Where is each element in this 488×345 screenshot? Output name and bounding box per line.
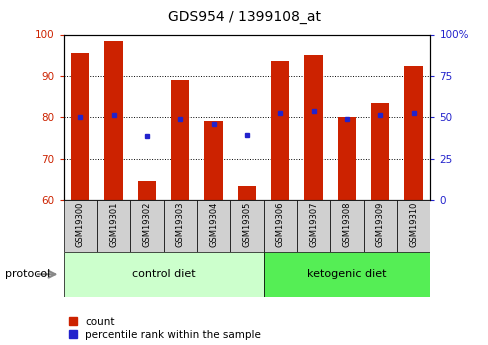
Bar: [237, 186, 256, 200]
Bar: [263, 200, 296, 252]
Bar: [263, 252, 429, 297]
Bar: [329, 200, 363, 252]
Bar: [230, 200, 263, 252]
Bar: [404, 66, 422, 200]
Bar: [204, 121, 223, 200]
Bar: [396, 200, 429, 252]
Text: GSM19310: GSM19310: [408, 201, 417, 247]
Legend: count, percentile rank within the sample: count, percentile rank within the sample: [69, 317, 261, 340]
Bar: [363, 200, 396, 252]
Bar: [97, 200, 130, 252]
Bar: [197, 200, 230, 252]
Bar: [130, 200, 163, 252]
Text: ketogenic diet: ketogenic diet: [306, 269, 386, 279]
Bar: [104, 41, 122, 200]
Bar: [71, 53, 89, 200]
Text: control diet: control diet: [131, 269, 195, 279]
Text: GSM19304: GSM19304: [209, 201, 218, 247]
Bar: [163, 200, 197, 252]
Text: GSM19305: GSM19305: [242, 201, 251, 247]
Text: GDS954 / 1399108_at: GDS954 / 1399108_at: [168, 10, 320, 24]
Bar: [138, 181, 156, 200]
Bar: [171, 80, 189, 200]
Text: GSM19308: GSM19308: [342, 201, 351, 247]
Text: GSM19306: GSM19306: [275, 201, 284, 247]
Text: GSM19307: GSM19307: [308, 201, 318, 247]
Bar: [304, 55, 322, 200]
Text: GSM19301: GSM19301: [109, 201, 118, 247]
Bar: [63, 252, 263, 297]
Bar: [337, 117, 355, 200]
Text: GSM19303: GSM19303: [175, 201, 184, 247]
Text: GSM19309: GSM19309: [375, 201, 384, 247]
Bar: [370, 103, 388, 200]
Bar: [296, 200, 329, 252]
Text: GSM19300: GSM19300: [76, 201, 84, 247]
Text: GSM19302: GSM19302: [142, 201, 151, 247]
Text: protocol: protocol: [5, 269, 50, 279]
Bar: [270, 61, 289, 200]
Bar: [63, 200, 97, 252]
